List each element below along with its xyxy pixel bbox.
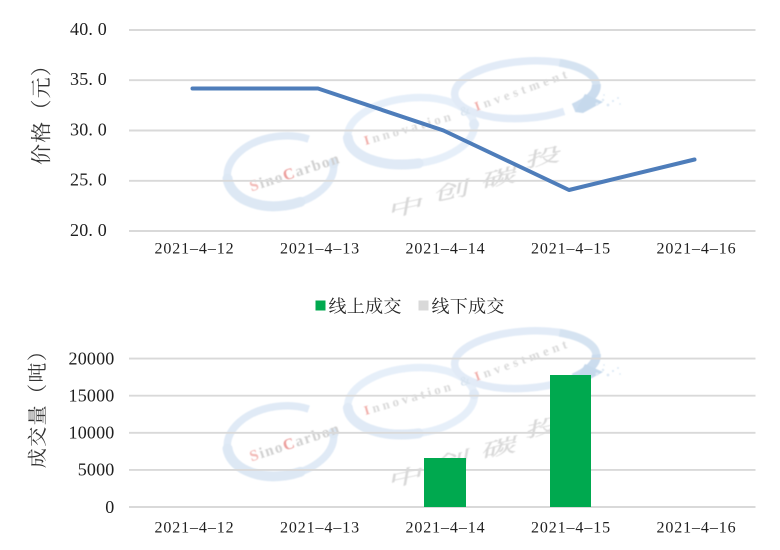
svg-text:2021–4–14: 2021–4–14 xyxy=(405,241,485,258)
svg-text:20000: 20000 xyxy=(69,348,115,368)
svg-text:2021–4–15: 2021–4–15 xyxy=(531,241,611,258)
svg-text:2021–4–15: 2021–4–15 xyxy=(531,519,611,536)
svg-text:20. 0: 20. 0 xyxy=(70,220,107,240)
svg-text:2021–4–13: 2021–4–13 xyxy=(280,519,360,536)
svg-text:5000: 5000 xyxy=(78,460,115,480)
svg-text:2021–4–16: 2021–4–16 xyxy=(656,519,736,536)
svg-text:2021–4–12: 2021–4–12 xyxy=(154,241,234,258)
svg-text:2021–4–13: 2021–4–13 xyxy=(280,241,360,258)
svg-text:10000: 10000 xyxy=(69,423,115,443)
svg-text:2021–4–12: 2021–4–12 xyxy=(154,519,234,536)
svg-text:25. 0: 25. 0 xyxy=(70,170,107,190)
svg-text:2021–4–16: 2021–4–16 xyxy=(656,241,736,258)
svg-text:15000: 15000 xyxy=(69,386,115,406)
svg-text:35. 0: 35. 0 xyxy=(70,69,107,89)
svg-text:30. 0: 30. 0 xyxy=(70,119,107,139)
svg-text:2021–4–14: 2021–4–14 xyxy=(405,519,485,536)
svg-text:40. 0: 40. 0 xyxy=(70,19,107,39)
svg-text:0: 0 xyxy=(105,497,114,517)
